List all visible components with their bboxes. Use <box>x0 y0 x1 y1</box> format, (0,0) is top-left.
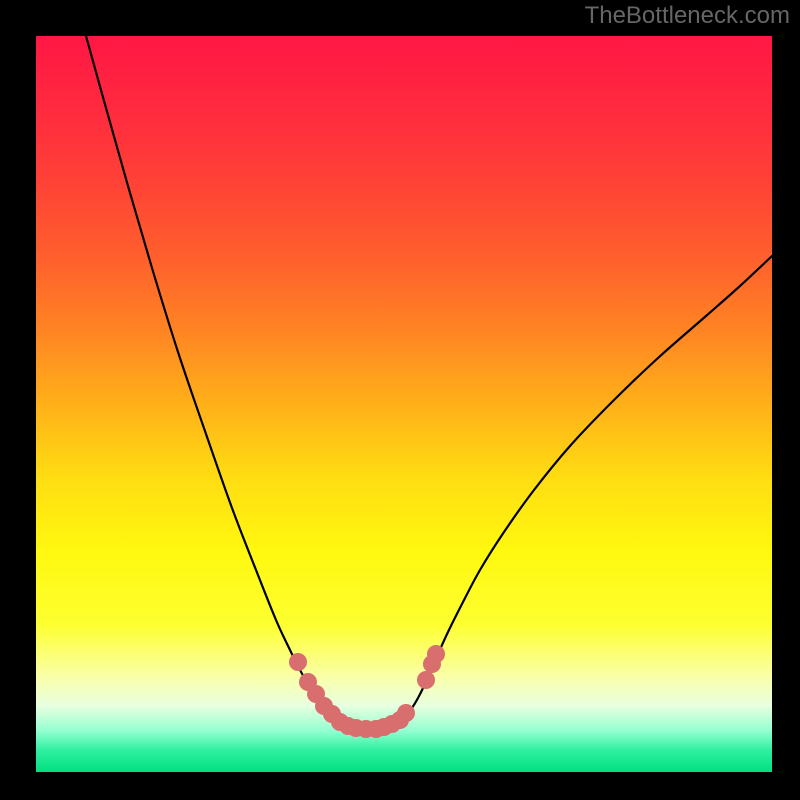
valley-marker <box>427 645 445 663</box>
valley-marker <box>289 653 307 671</box>
bottleneck-chart <box>0 0 800 800</box>
outer-frame: TheBottleneck.com <box>0 0 800 800</box>
plot-background <box>36 36 772 772</box>
valley-marker <box>397 704 415 722</box>
valley-marker <box>417 671 435 689</box>
